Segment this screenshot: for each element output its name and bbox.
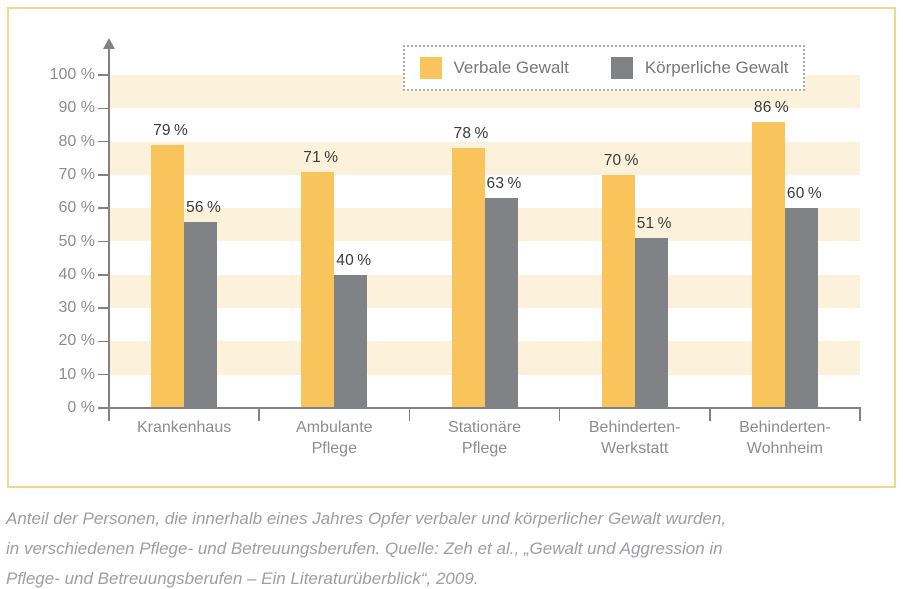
y-axis-tick: [98, 240, 109, 243]
bar-value-label: 56 %: [186, 198, 222, 216]
x-axis-category-label: Krankenhaus: [136, 419, 232, 436]
bar-value-label: 51 %: [636, 215, 672, 233]
y-axis-tick: [98, 407, 109, 409]
bar-value-label: 71 %: [303, 148, 339, 166]
bar-value-label: 40 %: [336, 251, 372, 269]
y-axis-tick: [98, 274, 109, 276]
legend-label: Verbale Gewalt: [453, 58, 569, 77]
bar-verbale-gewalt: [451, 148, 485, 408]
legend-item-verbale-gewalt: Verbale Gewalt: [419, 57, 569, 79]
legend-swatch-verbale-gewalt: [419, 57, 442, 79]
caption-line: in verschiedenen Pflege- und Betreuungsb…: [6, 539, 723, 558]
caption-line: Anteil der Personen, die innerhalb eines…: [6, 509, 727, 528]
y-axis-tick-label: 0 %: [67, 399, 95, 416]
y-axis-tick-label: 30 %: [58, 299, 95, 317]
y-axis-line: [108, 48, 110, 421]
chart-legend: Verbale Gewalt Körperliche Gewalt: [403, 45, 805, 91]
y-axis-tick-label: 40 %: [58, 265, 95, 283]
x-axis-category-label: Ambulante Pflege: [296, 419, 373, 457]
bar-value-label: 70 %: [603, 151, 639, 169]
y-axis-tick-label: 100 %: [49, 66, 95, 83]
y-axis-tick: [98, 207, 109, 209]
y-axis-tick: [98, 307, 109, 309]
x-axis-tick: [558, 408, 561, 421]
x-axis-tick: [408, 408, 411, 421]
bar-verbale-gewalt: [151, 144, 185, 408]
y-axis-tick-label: 20 %: [58, 332, 95, 350]
y-axis-tick-label: 70 %: [58, 165, 95, 183]
legend-swatch-koerperliche-gewalt: [610, 57, 633, 79]
x-axis-category-label: Behinderten- Werkstatt: [588, 419, 681, 457]
bar-koerperliche-gewalt: [184, 221, 218, 408]
bar-value-label: 60 %: [786, 185, 822, 203]
bar-verbale-gewalt: [751, 121, 785, 408]
bar-value-label: 86 %: [753, 98, 789, 116]
figure-caption: Anteil der Personen, die innerhalb eines…: [6, 504, 899, 589]
bar-value-label: 78 %: [453, 125, 489, 143]
y-axis-tick-label: 50 %: [58, 232, 95, 250]
y-axis-tick-label: 10 %: [58, 365, 95, 383]
y-axis-tick: [98, 140, 109, 143]
bar-koerperliche-gewalt: [784, 208, 818, 408]
y-axis-tick: [98, 107, 109, 110]
bar-value-label: 63 %: [486, 175, 522, 193]
caption-line: Pflege- und Betreuungsberufen – Ein Lite…: [6, 569, 479, 588]
x-axis-category-label: Behinderten- Wohnheim: [739, 419, 831, 457]
y-axis-tick: [98, 340, 109, 343]
x-axis-line: [109, 407, 861, 409]
bar-verbale-gewalt: [301, 171, 335, 408]
legend-item-koerperliche-gewalt: Körperliche Gewalt: [610, 57, 789, 79]
x-axis-tick: [258, 408, 260, 421]
x-axis-tick: [709, 408, 711, 421]
grid-stripe: [109, 141, 860, 175]
bar-verbale-gewalt: [601, 174, 635, 408]
x-axis-tick: [859, 408, 861, 421]
legend-label: Körperliche Gewalt: [644, 58, 789, 77]
bar-koerperliche-gewalt: [334, 274, 368, 408]
y-axis-tick: [98, 373, 109, 376]
y-axis-tick: [98, 74, 109, 76]
x-axis-category-label: Stationäre Pflege: [448, 419, 521, 457]
bar-koerperliche-gewalt: [634, 238, 668, 408]
y-axis-tick: [98, 174, 109, 176]
bar-koerperliche-gewalt: [484, 198, 518, 408]
y-axis-tick-label: 80 %: [58, 132, 95, 150]
y-axis-arrow-icon: [102, 38, 115, 49]
bar-value-label: 79 %: [153, 121, 189, 139]
y-axis-tick-label: 90 %: [58, 99, 95, 117]
x-axis-tick: [108, 408, 110, 421]
y-axis-tick-label: 60 %: [58, 199, 95, 217]
